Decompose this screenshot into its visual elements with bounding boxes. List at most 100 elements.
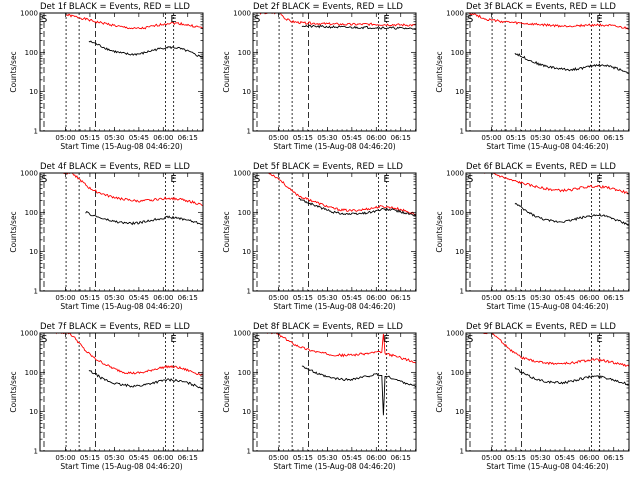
- x-axis-label: Start Time (15-Aug-08 04:46:20): [486, 142, 608, 151]
- x-tick-label: 05:30: [530, 134, 550, 142]
- x-axis-label: Start Time (15-Aug-08 04:46:20): [60, 302, 182, 311]
- y-tick-label: 1: [460, 288, 464, 296]
- start-marker: S: [467, 174, 473, 185]
- x-tick-label: 05:45: [129, 454, 149, 462]
- x-tick-label: 05:30: [530, 454, 550, 462]
- x-tick-label: 05:00: [481, 134, 501, 142]
- events-series-line: [514, 52, 629, 74]
- y-tick-label: 100: [25, 369, 38, 377]
- panel-title: Det 7f BLACK = Events, RED = LLD: [40, 322, 190, 332]
- x-tick-label: 05:15: [506, 294, 526, 302]
- x-tick-label: 05:45: [342, 454, 362, 462]
- y-tick-label: 100: [238, 209, 251, 217]
- panel-title: Det 8f BLACK = Events, RED = LLD: [253, 322, 403, 332]
- y-tick-label: 100: [451, 49, 464, 57]
- x-tick-label: 06:00: [153, 294, 173, 302]
- x-tick-label: 06:00: [579, 454, 599, 462]
- y-tick-label: 1000: [20, 330, 38, 338]
- x-tick-label: 05:30: [317, 454, 337, 462]
- x-tick-label: 05:15: [80, 454, 100, 462]
- y-tick-label: 100: [238, 49, 251, 57]
- plot-frame: [39, 12, 204, 132]
- plot-frame: [465, 172, 630, 292]
- y-tick-label: 10: [29, 408, 38, 416]
- x-axis-label: Start Time (15-Aug-08 04:46:20): [273, 462, 395, 471]
- x-tick-label: 05:30: [104, 454, 124, 462]
- y-tick-label: 100: [451, 369, 464, 377]
- x-tick-label: 05:15: [80, 294, 100, 302]
- y-tick-label: 1000: [446, 10, 464, 18]
- x-axis-label: Start Time (15-Aug-08 04:46:20): [60, 142, 182, 151]
- y-tick-label: 1: [247, 128, 251, 136]
- x-tick-label: 05:30: [104, 134, 124, 142]
- events-series-line: [298, 197, 416, 217]
- y-tick-label: 10: [455, 88, 464, 96]
- y-tick-label: 1000: [20, 10, 38, 18]
- y-tick-label: 100: [25, 49, 38, 57]
- x-tick-label: 05:15: [80, 134, 100, 142]
- end-marker: E: [596, 14, 602, 25]
- detector-panel-3: Det 3f BLACK = Events, RED = LLD 1 10 100 10…: [435, 2, 630, 151]
- y-axis-label: Counts/sec: [435, 211, 444, 252]
- detector-panel-4: Det 4f BLACK = Events, RED = LLD 1 10 100 10…: [9, 162, 204, 311]
- x-tick-label: 05:15: [293, 134, 313, 142]
- x-tick-label: 05:45: [342, 294, 362, 302]
- start-marker: S: [254, 174, 260, 185]
- start-marker: S: [41, 14, 47, 25]
- y-tick-label: 1: [34, 128, 38, 136]
- events-series-line: [301, 365, 416, 416]
- lld-series-line: [471, 333, 629, 367]
- y-tick-label: 1000: [446, 170, 464, 178]
- y-tick-label: 1: [460, 128, 464, 136]
- y-axis-label: Counts/sec: [435, 51, 444, 92]
- x-tick-label: 05:00: [268, 134, 288, 142]
- x-tick-label: 05:30: [317, 134, 337, 142]
- y-axis-label: Counts/sec: [222, 51, 231, 92]
- plot-frame: [252, 172, 417, 292]
- start-marker: S: [41, 334, 47, 345]
- y-axis-label: Counts/sec: [435, 371, 444, 412]
- plot-frame: [252, 12, 417, 132]
- events-series-line: [88, 370, 203, 390]
- start-marker: S: [254, 334, 260, 345]
- x-tick-label: 06:00: [579, 134, 599, 142]
- y-tick-label: 1: [34, 288, 38, 296]
- y-axis-label: Counts/sec: [222, 211, 231, 252]
- panel-title: Det 1f BLACK = Events, RED = LLD: [40, 2, 190, 12]
- panel-title: Det 9f BLACK = Events, RED = LLD: [466, 322, 616, 332]
- x-axis-label: Start Time (15-Aug-08 04:46:20): [486, 462, 608, 471]
- end-marker: E: [596, 334, 602, 345]
- end-marker: E: [596, 174, 602, 185]
- panel-title: Det 4f BLACK = Events, RED = LLD: [40, 162, 190, 172]
- lld-series-line: [47, 333, 203, 376]
- panel-title: Det 3f BLACK = Events, RED = LLD: [466, 2, 616, 12]
- detector-panel-7: Det 7f BLACK = Events, RED = LLD 1 10 100 10…: [9, 322, 204, 471]
- x-tick-label: 06:15: [604, 294, 624, 302]
- y-tick-label: 10: [242, 248, 251, 256]
- end-marker: E: [383, 334, 389, 345]
- x-tick-label: 05:45: [555, 294, 575, 302]
- panel-title: Det 2f BLACK = Events, RED = LLD: [253, 2, 403, 12]
- y-tick-label: 10: [29, 88, 38, 96]
- start-marker: S: [254, 14, 260, 25]
- x-tick-label: 05:00: [481, 294, 501, 302]
- x-tick-label: 05:15: [506, 454, 526, 462]
- plot-frame: [39, 332, 204, 452]
- y-tick-label: 1: [460, 448, 464, 456]
- x-tick-label: 05:00: [55, 454, 75, 462]
- events-series-line: [301, 24, 416, 31]
- detector-panel-1: Det 1f BLACK = Events, RED = LLD 1 10 100 10…: [9, 2, 204, 151]
- events-series-line: [85, 211, 203, 226]
- x-tick-label: 05:45: [555, 134, 575, 142]
- start-marker: S: [467, 14, 473, 25]
- end-marker: E: [170, 334, 176, 345]
- y-tick-label: 1000: [233, 170, 251, 178]
- x-tick-label: 06:00: [579, 294, 599, 302]
- detector-panel-8: Det 8f BLACK = Events, RED = LLD 1 10 100 10…: [222, 322, 417, 471]
- end-marker: E: [383, 14, 389, 25]
- y-axis-label: Counts/sec: [9, 371, 18, 412]
- x-tick-label: 06:00: [153, 454, 173, 462]
- y-tick-label: 1000: [233, 330, 251, 338]
- x-tick-label: 05:45: [129, 294, 149, 302]
